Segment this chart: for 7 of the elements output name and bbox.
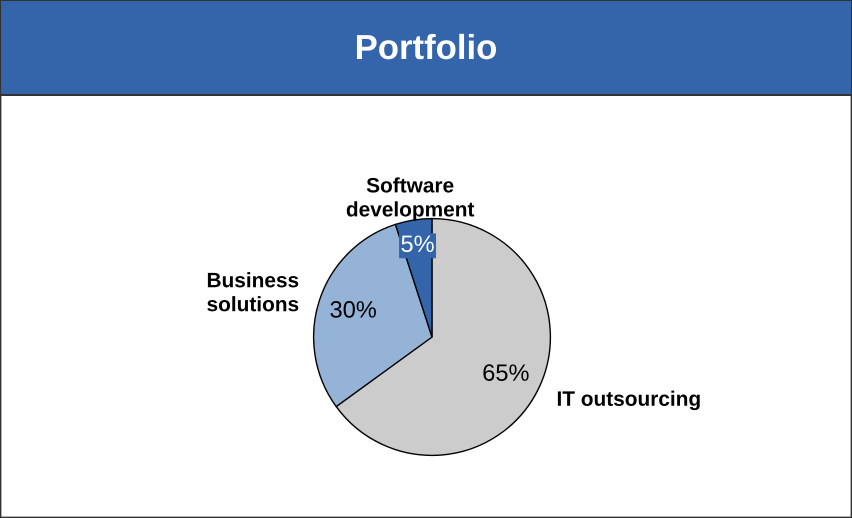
slice-label: Business solutions — [207, 272, 298, 312]
data-label: 5% — [401, 236, 434, 252]
data-label: 30% — [330, 301, 376, 318]
data-label: 65% — [483, 364, 529, 381]
slice-label: Software development — [346, 177, 474, 221]
chart-title: Portfolio — [356, 34, 496, 60]
slice-label: IT outsourcing — [558, 390, 700, 410]
